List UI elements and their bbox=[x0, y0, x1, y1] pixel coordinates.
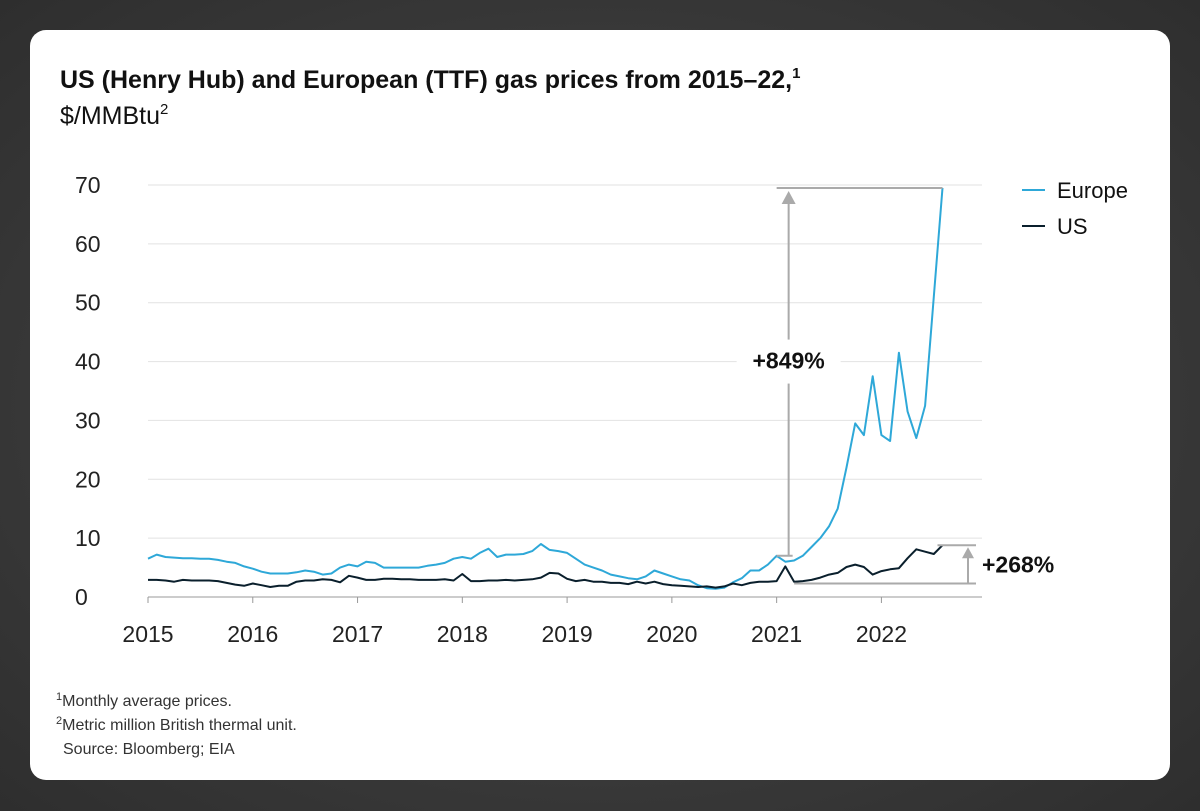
y-tick-label: 50 bbox=[75, 290, 101, 316]
footnote: 1Monthly average prices. bbox=[56, 691, 232, 710]
y-tick-label: 70 bbox=[75, 172, 101, 198]
y-tick-label: 60 bbox=[75, 231, 101, 257]
subtitle-note: 2 bbox=[160, 101, 168, 118]
x-tick-label: 2021 bbox=[751, 621, 802, 647]
x-tick-label: 2018 bbox=[437, 621, 488, 647]
y-tick-label: 40 bbox=[75, 349, 101, 375]
legend-label: US bbox=[1057, 214, 1088, 239]
chart-subtitle: $/MMBtu2 bbox=[60, 101, 168, 130]
chart-title: US (Henry Hub) and European (TTF) gas pr… bbox=[60, 65, 800, 94]
footnote-text: Monthly average prices. bbox=[62, 693, 232, 710]
arrow-head bbox=[962, 547, 974, 559]
footnote-text: Metric million British thermal unit. bbox=[62, 717, 297, 734]
title-text: US (Henry Hub) and European (TTF) gas pr… bbox=[60, 66, 792, 94]
source: Source: Bloomberg; EIA bbox=[63, 741, 235, 758]
annotation: +268% bbox=[982, 551, 1054, 577]
annotation-bg bbox=[736, 339, 841, 384]
title-note: 1 bbox=[792, 65, 800, 82]
card bbox=[30, 30, 1170, 780]
x-tick-label: 2016 bbox=[227, 621, 278, 647]
y-tick-label: 20 bbox=[75, 466, 101, 492]
legend-label: Europe bbox=[1057, 178, 1128, 203]
footnote: 2Metric million British thermal unit. bbox=[56, 715, 297, 734]
x-tick-label: 2020 bbox=[646, 621, 697, 647]
y-tick-label: 10 bbox=[75, 525, 101, 551]
x-tick-label: 2022 bbox=[856, 621, 907, 647]
x-tick-label: 2017 bbox=[332, 621, 383, 647]
arrow-head bbox=[781, 190, 796, 204]
x-tick-label: 2015 bbox=[122, 621, 173, 647]
line-series bbox=[148, 544, 944, 589]
footnote-mark: 1 bbox=[56, 691, 62, 703]
footnote-mark: 2 bbox=[56, 715, 62, 727]
annotation: +849% bbox=[753, 348, 825, 374]
line-series bbox=[147, 187, 944, 590]
y-tick-label: 0 bbox=[75, 584, 88, 610]
x-tick-label: 2019 bbox=[542, 621, 593, 647]
subtitle-text: $/MMBtu bbox=[60, 102, 160, 130]
y-tick-label: 30 bbox=[75, 407, 101, 433]
